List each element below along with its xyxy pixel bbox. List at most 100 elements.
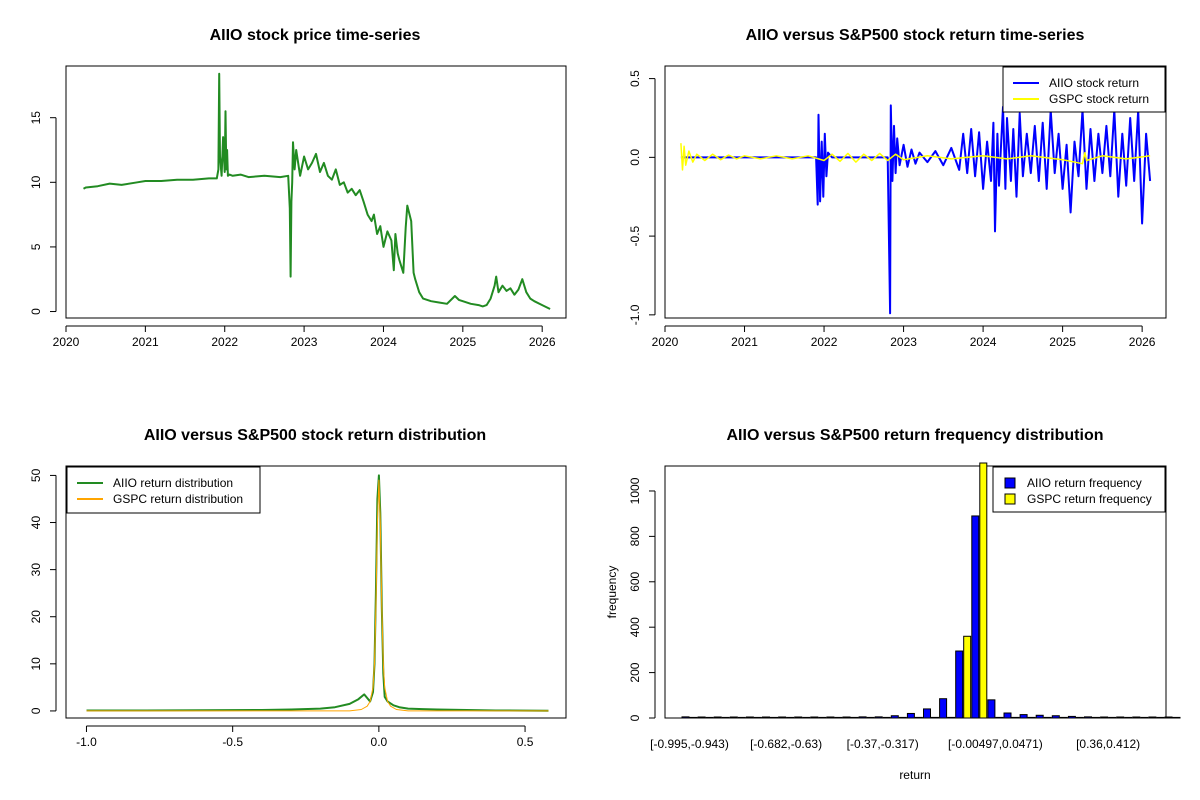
return-x-tick-label: 2020: [652, 335, 679, 349]
gspc-return-line: [680, 143, 1151, 171]
return-x-tick-label: 2025: [1049, 335, 1076, 349]
aiio-frequency-bar: [906, 712, 915, 719]
price-x-tick-label: 2022: [211, 335, 238, 349]
gspc-frequency-bar: [947, 716, 956, 719]
gspc-frequency-bar: [1156, 716, 1165, 719]
aiio-density-line: [86, 474, 549, 712]
distribution-x-tick-label: -1.0: [76, 735, 97, 749]
aiio-frequency-bar: [1164, 716, 1173, 719]
gspc-frequency-bar: [850, 716, 859, 719]
gspc-frequency-bar: [737, 716, 746, 719]
gspc-frequency-bar: [753, 716, 762, 719]
aiio-frequency-bar: [955, 650, 964, 719]
aiio-frequency-bar: [762, 716, 770, 719]
aiio-frequency-bar: [1067, 715, 1076, 719]
aiio-frequency-bar: [874, 716, 883, 719]
price-x-tick-label: 2025: [449, 335, 476, 349]
aiio-return-line: [680, 104, 1152, 315]
return-legend-entry: AIIO stock return: [1049, 76, 1139, 90]
price-y-tick-label: 5: [29, 243, 43, 250]
gspc-frequency-bar: [979, 462, 988, 719]
price-x-tick-label: 2021: [132, 335, 159, 349]
return-plot-frame: [664, 65, 1167, 319]
distribution-x-tick-label: 0.0: [371, 735, 388, 749]
aiio-frequency-bar: [1084, 716, 1092, 719]
frequency-category-label: [-0.00497,0.0471): [948, 737, 1043, 751]
price-x-tick-label: 2020: [53, 335, 80, 349]
return-x-tick-label: 2026: [1129, 335, 1156, 349]
aiio-frequency-bar: [987, 699, 996, 719]
frequency-category-label: [0.36,0.412): [1076, 737, 1140, 751]
frequency-legend-swatch: [1004, 477, 1016, 489]
return-timeseries-panel: AIIO versus S&P500 stock return time-ser…: [628, 27, 1167, 349]
return-y-tick-label: 0.0: [628, 149, 642, 166]
frequency-y-tick-label: 0: [628, 714, 642, 721]
return-chart-title: AIIO versus S&P500 stock return time-ser…: [746, 27, 1085, 44]
aiio-frequency-bar: [1132, 716, 1141, 719]
aiio-frequency-bar: [1051, 715, 1060, 719]
frequency-category-label: [-0.995,-0.943): [650, 737, 729, 751]
aiio-frequency-bar: [842, 716, 851, 719]
aiio-frequency-bar: [745, 716, 754, 719]
frequency-legend-entry: AIIO return frequency: [1027, 476, 1142, 490]
price-plot-frame: [65, 65, 567, 319]
return-y-tick-label: -0.5: [628, 225, 642, 246]
frequency-y-tick-label: 600: [628, 571, 642, 591]
aiio-frequency-bar: [1100, 716, 1109, 719]
gspc-frequency-bar: [705, 716, 714, 719]
return-legend-entry: GSPC stock return: [1049, 92, 1149, 106]
price-y-tick-label: 10: [29, 175, 43, 189]
gspc-frequency-bar: [995, 716, 1004, 719]
gspc-frequency-bar: [1011, 716, 1020, 719]
gspc-frequency-bar: [818, 716, 827, 719]
distribution-legend-box: [66, 466, 261, 514]
price-chart-title: AIIO stock price time-series: [210, 27, 421, 44]
distribution-chart-title: AIIO versus S&P500 stock return distribu…: [144, 427, 486, 444]
aiio-frequency-bar: [681, 716, 690, 719]
return-distribution-panel: AIIO versus S&P500 stock return distribu…: [29, 427, 567, 749]
gspc-frequency-bar: [770, 716, 778, 719]
gspc-frequency-bar: [1092, 716, 1100, 719]
aiio-frequency-bar: [697, 716, 706, 719]
aiio-frequency-bar: [939, 698, 948, 719]
aiio-frequency-bar: [826, 716, 835, 719]
aiio-frequency-bar: [778, 716, 787, 719]
price-series-line: [83, 72, 551, 310]
gspc-frequency-bar: [1172, 716, 1181, 719]
price-x-tick-label: 2026: [529, 335, 556, 349]
distribution-legend-entry: AIIO return distribution: [113, 476, 233, 490]
aiio-frequency-bar: [713, 716, 722, 719]
frequency-x-axis-label: return: [899, 768, 930, 782]
aiio-frequency-bar: [1116, 716, 1125, 719]
gspc-frequency-bar: [834, 716, 843, 719]
aiio-frequency-bar: [1035, 714, 1044, 719]
gspc-frequency-bar: [689, 716, 698, 719]
return-x-tick-label: 2022: [811, 335, 838, 349]
gspc-frequency-bar: [1108, 716, 1117, 719]
distribution-y-tick-label: 0: [29, 707, 43, 714]
frequency-y-tick-label: 1000: [628, 477, 642, 504]
frequency-y-tick-label: 400: [628, 617, 642, 637]
return-y-tick-label: -1.0: [628, 304, 642, 325]
frequency-y-axis-label: frequency: [605, 566, 619, 619]
aiio-frequency-bar: [971, 515, 980, 719]
aiio-frequency-bar: [923, 708, 931, 719]
price-y-tick-label: 0: [29, 308, 43, 315]
aiio-frequency-bar: [810, 716, 819, 719]
aiio-frequency-bar: [1148, 716, 1157, 719]
frequency-legend-swatch: [1004, 493, 1016, 505]
distribution-plot-frame: [65, 465, 567, 719]
frequency-y-tick-label: 800: [628, 526, 642, 546]
distribution-x-tick-label: 0.5: [517, 735, 534, 749]
return-y-tick-label: 0.5: [628, 70, 642, 87]
gspc-frequency-bar: [882, 716, 891, 719]
gspc-frequency-bar: [866, 716, 875, 719]
distribution-y-tick-label: 30: [29, 563, 43, 577]
price-x-tick-label: 2023: [291, 335, 318, 349]
return-legend-box: [1002, 66, 1166, 113]
frequency-category-label: [-0.682,-0.63): [750, 737, 822, 751]
gspc-frequency-bar: [1059, 716, 1068, 719]
gspc-frequency-bar: [802, 716, 811, 719]
